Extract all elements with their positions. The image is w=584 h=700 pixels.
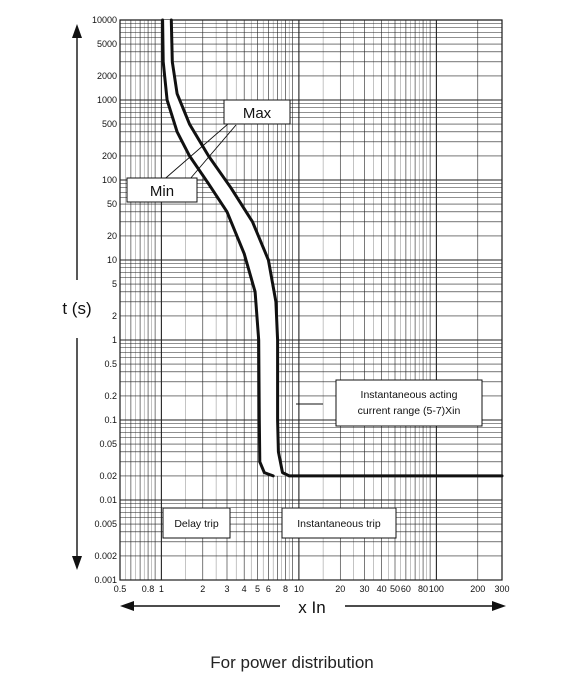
x-tick-label: 40 — [377, 584, 387, 594]
x-tick-label: 60 — [401, 584, 411, 594]
x-tick-label: 10 — [294, 584, 304, 594]
x-tick-label: 30 — [359, 584, 369, 594]
max-label: Max — [243, 105, 272, 122]
curve-max — [169, 18, 504, 478]
y-tick-label: 0.5 — [104, 359, 117, 369]
y-tick-label: 0.1 — [104, 415, 117, 425]
x-tick-label: 2 — [200, 584, 205, 594]
y-axis-title: t (s) — [62, 299, 91, 318]
x-tick-label: 20 — [335, 584, 345, 594]
x-tick-label: 80 — [418, 584, 428, 594]
y-tick-label: 0.02 — [99, 471, 117, 481]
instantaneous-range-box: Instantaneous acting current range (5-7)… — [335, 379, 483, 427]
y-tick-label: 1000 — [97, 95, 117, 105]
y-tick-label: 0.01 — [99, 495, 117, 505]
y-tick-label: 50 — [107, 199, 117, 209]
x-axis-arrow — [120, 601, 506, 611]
x-tick-label: 0.8 — [142, 584, 155, 594]
y-tick-label: 0.001 — [94, 575, 117, 585]
y-tick-label: 2000 — [97, 71, 117, 81]
y-tick-label: 10000 — [92, 15, 117, 25]
y-tick-label: 0.002 — [94, 551, 117, 561]
annotation-leaders — [159, 116, 323, 405]
instantaneous-trip-box: Instantaneous trip — [281, 507, 397, 539]
min-label-box: Min — [126, 177, 198, 203]
x-tick-labels: 0.5 0.8 1 2 3 4 5 6 8 10 20 30 40 50 60 80 100 200 300 — [114, 584, 510, 594]
delay-trip-label: Delay trip — [174, 518, 219, 530]
y-tick-label: 1 — [112, 335, 117, 345]
max-label-box: Max — [223, 99, 291, 125]
delay-trip-box: Delay trip — [162, 507, 231, 539]
min-label: Min — [150, 183, 174, 200]
instantaneous-range-label-line2: current range (5-7)Xin — [358, 405, 461, 417]
y-tick-label: 2 — [112, 311, 117, 321]
x-tick-label: 200 — [470, 584, 485, 594]
x-tick-label: 300 — [494, 584, 509, 594]
y-axis-arrow — [72, 24, 82, 570]
y-tick-label: 0.05 — [99, 439, 117, 449]
instantaneous-range-label-line1: Instantaneous acting — [361, 389, 458, 401]
y-tick-label: 10 — [107, 255, 117, 265]
instantaneous-trip-label: Instantaneous trip — [297, 518, 381, 530]
x-tick-label: 8 — [283, 584, 288, 594]
y-tick-label: 20 — [107, 231, 117, 241]
y-tick-label: 100 — [102, 175, 117, 185]
x-tick-label: 6 — [266, 584, 271, 594]
x-axis-title: x In — [298, 598, 325, 617]
y-tick-labels: 10000 5000 2000 1000 500 200 100 50 20 10 5 2 1 0.5 0.… — [92, 15, 117, 585]
x-tick-label: 50 — [390, 584, 400, 594]
trip-curves — [161, 18, 504, 478]
x-tick-label: 5 — [255, 584, 260, 594]
x-tick-label: 4 — [242, 584, 247, 594]
x-tick-label: 0.5 — [114, 584, 127, 594]
x-tick-label: 1 — [159, 584, 164, 594]
y-tick-label: 0.005 — [94, 519, 117, 529]
y-tick-label: 200 — [102, 151, 117, 161]
x-tick-label: 3 — [224, 584, 229, 594]
trip-curve-chart: 100005000200010005002001005020105210.50.… — [62, 15, 510, 617]
curve-min — [161, 18, 275, 478]
y-tick-label: 0.2 — [104, 391, 117, 401]
x-tick-label: 100 — [429, 584, 444, 594]
y-tick-label: 500 — [102, 119, 117, 129]
y-tick-label: 5000 — [97, 39, 117, 49]
chart-caption: For power distribution — [210, 653, 374, 672]
y-tick-label: 5 — [112, 279, 117, 289]
